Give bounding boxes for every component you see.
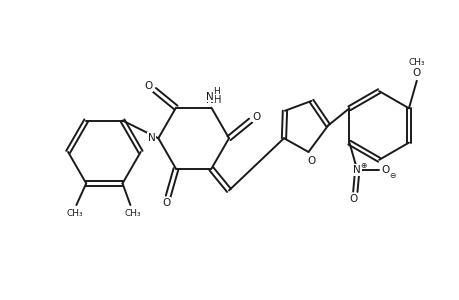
Text: ⊕: ⊕	[359, 161, 365, 170]
Text: ⊖: ⊖	[389, 170, 395, 179]
Text: CH₃: CH₃	[408, 58, 424, 67]
Text: O: O	[162, 198, 170, 208]
Text: N: N	[147, 133, 155, 143]
Text: H: H	[213, 87, 219, 96]
Text: O: O	[381, 165, 389, 175]
Text: O: O	[307, 156, 315, 166]
Text: CH₃: CH₃	[66, 209, 83, 218]
Text: CH₃: CH₃	[124, 209, 140, 218]
Text: O: O	[144, 81, 152, 91]
Text: NH: NH	[205, 95, 221, 105]
Text: O: O	[252, 112, 260, 122]
Text: N: N	[206, 92, 214, 102]
Text: N: N	[353, 165, 360, 175]
Text: O: O	[348, 194, 357, 204]
Text: O: O	[412, 68, 420, 78]
